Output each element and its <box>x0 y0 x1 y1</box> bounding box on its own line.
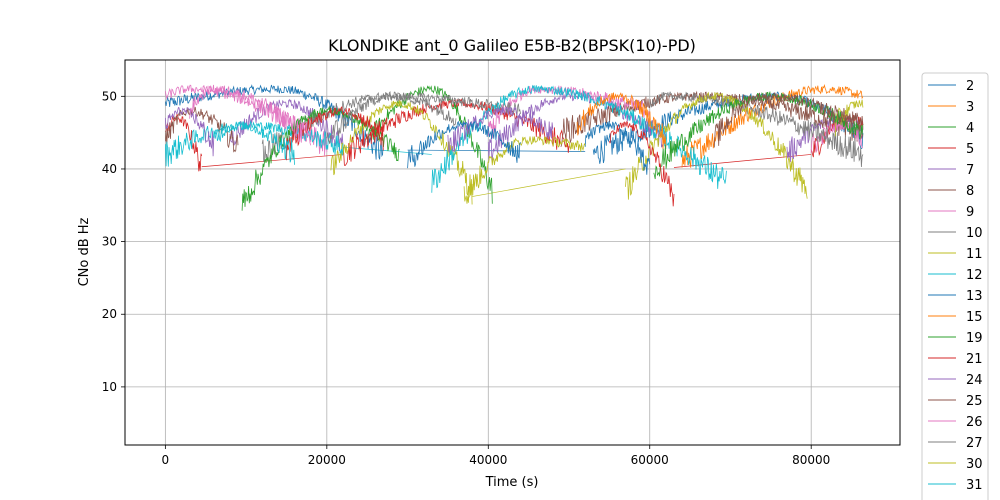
series-11-line <box>835 99 864 137</box>
legend-label-11: 11 <box>966 247 983 262</box>
series-21-line <box>286 106 384 161</box>
x-tick-label: 80000 <box>792 453 830 467</box>
legend-label-10: 10 <box>966 226 983 241</box>
legend: 23457891011121315192124252627303133 <box>921 72 989 500</box>
series-21-line <box>609 120 675 207</box>
y-tick-label: 50 <box>102 89 117 103</box>
series-11-line <box>625 91 808 200</box>
series-10-line <box>649 91 864 168</box>
legend-label-31: 31 <box>966 478 983 493</box>
x-tick-label: 60000 <box>631 453 669 467</box>
y-tick-label: 20 <box>102 307 117 321</box>
series-15-line <box>576 92 667 150</box>
legend-label-4: 4 <box>966 121 974 136</box>
series-26-line <box>189 84 312 146</box>
legend-label-15: 15 <box>966 310 983 325</box>
y-tick-label: 10 <box>102 380 117 394</box>
legend-label-30: 30 <box>966 457 983 472</box>
series-connector <box>201 154 343 168</box>
legend-label-3: 3 <box>966 100 974 115</box>
series-8-line <box>560 90 864 148</box>
series-25-line <box>713 92 864 148</box>
legend-label-2: 2 <box>966 79 974 94</box>
y-tick-label: 30 <box>102 235 117 249</box>
legend-label-24: 24 <box>966 373 983 388</box>
legend-label-9: 9 <box>966 205 974 220</box>
legend-label-27: 27 <box>966 436 983 451</box>
legend-label-5: 5 <box>966 142 974 157</box>
series-7-line <box>487 91 667 162</box>
series-group <box>165 84 864 211</box>
legend-label-21: 21 <box>966 352 983 367</box>
legend-box <box>921 72 989 500</box>
series-12-line <box>431 84 727 193</box>
series-connector <box>472 168 626 197</box>
plot-frame <box>124 59 901 446</box>
series-27-line <box>326 91 457 144</box>
chart-title: KLONDIKE ant_0 Galileo E5B-B2(BPSK(10)-P… <box>328 36 696 56</box>
series-connector <box>407 149 586 152</box>
x-tick-label: 20000 <box>308 453 346 467</box>
legend-label-26: 26 <box>966 415 983 430</box>
x-axis-label: Time (s) <box>485 475 539 490</box>
series-19-line <box>241 105 400 211</box>
series-24-line <box>447 106 554 153</box>
series-4-line <box>366 85 493 204</box>
y-tick-label: 40 <box>102 162 117 176</box>
axis-ticks: 0 20000 40000 60000 80000 10 20 30 40 50 <box>102 89 831 467</box>
legend-label-25: 25 <box>966 394 983 409</box>
y-axis-label: CNo dB Hz <box>77 217 92 286</box>
x-tick-label: 0 <box>162 453 170 467</box>
series-7-line <box>229 98 344 152</box>
series-31-line <box>213 120 295 165</box>
series-33-line <box>407 120 521 169</box>
legend-label-12: 12 <box>966 268 983 283</box>
series-24-line <box>165 106 215 157</box>
legend-label-7: 7 <box>966 163 974 178</box>
legend-label-19: 19 <box>966 331 983 346</box>
series-connector <box>673 154 812 168</box>
legend-label-13: 13 <box>966 289 983 304</box>
series-12-line <box>165 120 344 167</box>
legend-label-8: 8 <box>966 184 974 199</box>
series-30-line <box>463 136 586 204</box>
x-tick-label: 40000 <box>469 453 507 467</box>
